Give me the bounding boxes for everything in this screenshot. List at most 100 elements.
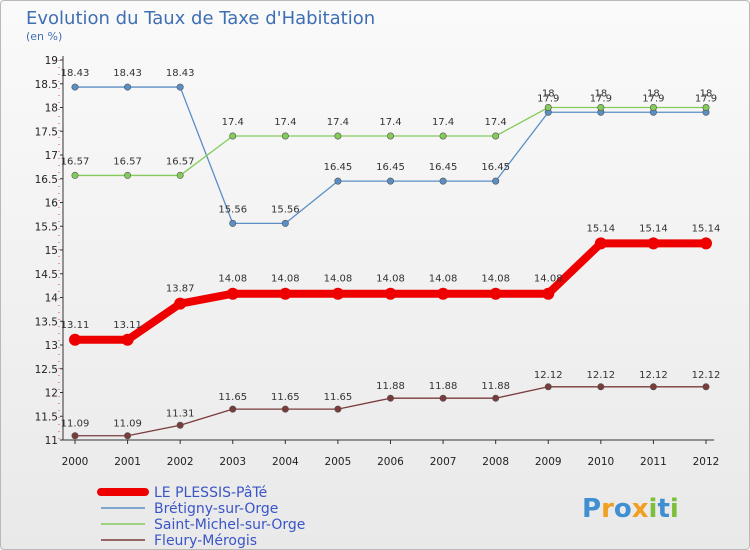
- data-label: 18.43: [113, 68, 142, 79]
- data-point: [437, 287, 450, 300]
- y-tick-label: 13: [45, 340, 58, 352]
- chart-subtitle: (en %): [26, 30, 62, 43]
- x-tick-label: 2007: [430, 456, 457, 468]
- legend-label: Brétigny-sur-Orge: [154, 501, 278, 517]
- data-label: 11.31: [166, 408, 195, 419]
- data-point: [594, 237, 607, 250]
- y-tick-label: 16.5: [35, 174, 58, 186]
- data-label: 13.11: [61, 320, 90, 331]
- data-label: 14.08: [324, 274, 353, 285]
- data-point: [281, 132, 289, 140]
- data-point: [542, 287, 555, 300]
- data-point: [702, 104, 710, 112]
- data-label: 17.4: [432, 117, 454, 128]
- y-tick-label: 15.5: [35, 221, 58, 233]
- data-point: [334, 177, 342, 185]
- data-point: [700, 237, 712, 250]
- data-label: 18: [647, 89, 660, 100]
- data-point: [489, 287, 502, 300]
- x-tick-label: 2006: [377, 456, 404, 468]
- data-label: 17.9: [537, 93, 559, 104]
- data-point: [124, 83, 132, 91]
- data-label: 17.4: [327, 117, 349, 128]
- y-tick-label: 18: [45, 103, 58, 115]
- y-tick-label: 11: [45, 435, 58, 447]
- data-point: [176, 171, 184, 179]
- y-tick-label: 17: [45, 150, 58, 162]
- data-point: [439, 394, 447, 402]
- data-point: [597, 383, 605, 391]
- data-label: 18.43: [166, 68, 195, 79]
- data-point: [702, 383, 710, 391]
- data-label: 15.14: [639, 223, 668, 234]
- data-label: 15.56: [218, 204, 247, 215]
- data-label: 11.09: [61, 419, 90, 430]
- data-point: [492, 132, 500, 140]
- x-tick-label: 2009: [535, 456, 562, 468]
- y-tick-label: 12.5: [35, 364, 58, 376]
- logo-letter: r: [601, 494, 614, 524]
- legend-label: Fleury-Mérogis: [154, 533, 257, 549]
- data-point: [386, 132, 394, 140]
- y-tick-label: 11.5: [35, 411, 58, 423]
- data-point: [544, 104, 552, 112]
- data-label: 15.56: [271, 204, 300, 215]
- data-label: 17.4: [274, 117, 296, 128]
- data-point: [492, 394, 500, 402]
- data-point: [386, 177, 394, 185]
- data-point: [334, 405, 342, 413]
- x-tick-label: 2011: [640, 456, 667, 468]
- x-tick-label: 2000: [62, 456, 89, 468]
- data-point: [176, 83, 184, 91]
- data-point: [331, 287, 344, 300]
- data-label: 12.12: [692, 370, 721, 381]
- logo-letter: i: [670, 494, 679, 524]
- data-label: 16.45: [429, 162, 458, 173]
- data-point: [69, 333, 81, 346]
- data-label: 12.12: [534, 370, 563, 381]
- data-point: [384, 287, 397, 300]
- logo-letter: P: [582, 494, 601, 524]
- x-tick-label: 2003: [219, 456, 246, 468]
- data-point: [71, 83, 79, 91]
- x-tick-label: 2005: [325, 456, 352, 468]
- data-label: 15.14: [587, 223, 616, 234]
- data-point: [647, 237, 660, 250]
- data-label: 17.9: [695, 93, 717, 104]
- data-label: 14.08: [481, 274, 510, 285]
- data-point: [492, 177, 500, 185]
- data-point: [597, 104, 605, 112]
- data-point: [279, 287, 292, 300]
- logo-letter: x: [632, 494, 649, 524]
- data-point: [124, 171, 132, 179]
- data-label: 14.08: [376, 274, 405, 285]
- data-label: 18: [700, 89, 713, 100]
- data-point: [174, 297, 187, 310]
- data-label: 18: [594, 89, 607, 100]
- data-point: [229, 132, 237, 140]
- data-label: 11.65: [218, 392, 247, 403]
- logo-letter: t: [657, 494, 669, 524]
- logo-letter: i: [649, 494, 658, 524]
- data-point: [229, 405, 237, 413]
- y-tick-label: 14: [45, 293, 59, 305]
- data-label: 11.88: [376, 381, 405, 392]
- legend-label: Saint-Michel-sur-Orge: [154, 517, 305, 533]
- data-label: 12.12: [587, 370, 616, 381]
- data-point: [229, 219, 237, 227]
- data-point: [281, 405, 289, 413]
- data-label: 17.4: [485, 117, 507, 128]
- data-point: [71, 432, 79, 440]
- data-label: 16.45: [481, 162, 510, 173]
- data-label: 14.08: [218, 274, 247, 285]
- data-label: 14.08: [534, 274, 563, 285]
- data-point: [649, 104, 657, 112]
- data-point: [281, 219, 289, 227]
- data-point: [71, 171, 79, 179]
- data-label: 18.43: [61, 68, 90, 79]
- y-tick-label: 18.5: [35, 79, 58, 91]
- data-label: 14.08: [429, 274, 458, 285]
- logo-letter: o: [614, 494, 632, 524]
